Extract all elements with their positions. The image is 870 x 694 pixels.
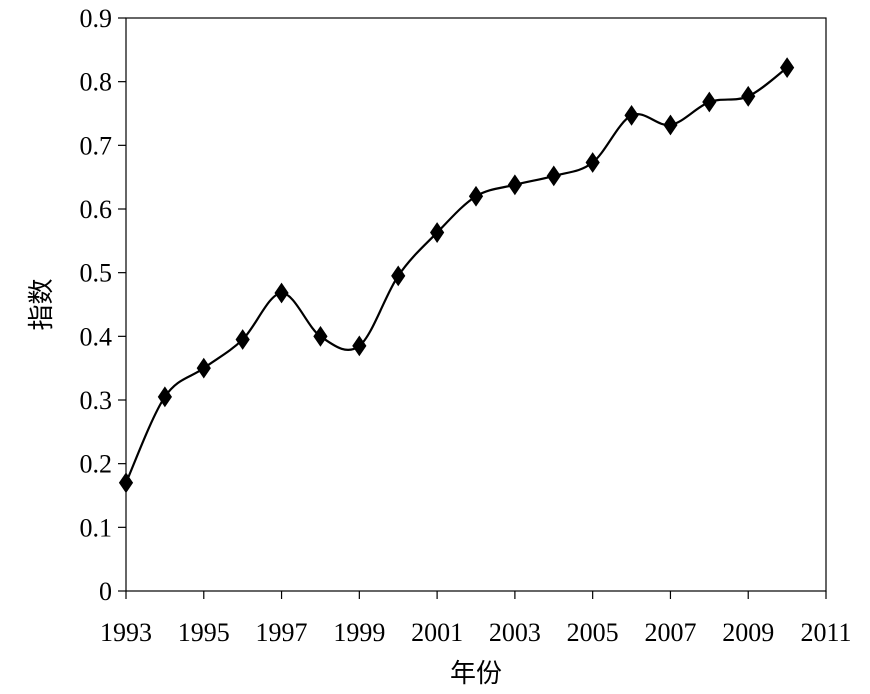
x-tick-label: 1997 — [256, 618, 308, 647]
y-tick-label: 0.4 — [80, 322, 113, 351]
x-tick-label: 2007 — [644, 618, 696, 647]
series-line — [124, 66, 788, 484]
x-tick-label: 1999 — [333, 618, 385, 647]
plot-area — [125, 17, 827, 592]
data-point-marker — [430, 222, 445, 243]
x-tick-label: 1995 — [178, 618, 230, 647]
data-point-marker — [702, 91, 717, 113]
data-point-marker — [780, 57, 795, 79]
data-point-marker — [546, 165, 561, 187]
data-point-marker — [157, 386, 172, 408]
y-axis: 0 0.1 0.2 0.3 0.4 0.5 0.6 0.7 0.8 0.9 — [80, 4, 126, 606]
y-tick-label: 0.5 — [80, 259, 113, 288]
data-point-marker — [468, 185, 484, 207]
y-tick-label: 0.9 — [80, 4, 113, 33]
data-point-marker — [235, 329, 250, 350]
data-point-marker — [274, 282, 289, 304]
x-tick-label: 2011 — [800, 618, 851, 647]
data-point-marker — [196, 357, 211, 379]
data-point-marker — [585, 152, 600, 173]
x-tick-label: 1993 — [100, 618, 152, 647]
y-axis-title: 指数 — [27, 278, 57, 330]
y-tick-label: 0.1 — [80, 513, 113, 542]
x-tick-label: 2001 — [411, 618, 463, 647]
y-tick-label: 0.8 — [80, 68, 113, 97]
y-tick-label: 0.6 — [80, 195, 113, 224]
x-tick-label: 2005 — [567, 618, 619, 647]
data-point-marker — [313, 325, 328, 347]
series-markers — [118, 57, 795, 494]
y-tick-label: 0 — [99, 577, 112, 606]
data-point-marker — [352, 335, 367, 357]
data-point-marker — [391, 265, 406, 287]
data-point-marker — [118, 472, 134, 494]
y-tick-label: 0.2 — [80, 450, 113, 479]
data-point-marker — [624, 105, 639, 126]
data-point-marker — [507, 174, 522, 196]
y-tick-label: 0.3 — [80, 386, 113, 415]
data-point-marker — [663, 114, 678, 136]
y-tick-label: 0.7 — [80, 131, 113, 160]
x-tick-label: 2003 — [489, 618, 541, 647]
x-tick-label: 2009 — [722, 618, 774, 647]
x-axis: 1993 1995 1997 1999 2001 2003 2005 2007 2009 2011 — [100, 591, 852, 647]
data-point-marker — [741, 85, 756, 107]
x-axis-title: 年份 — [450, 659, 502, 689]
